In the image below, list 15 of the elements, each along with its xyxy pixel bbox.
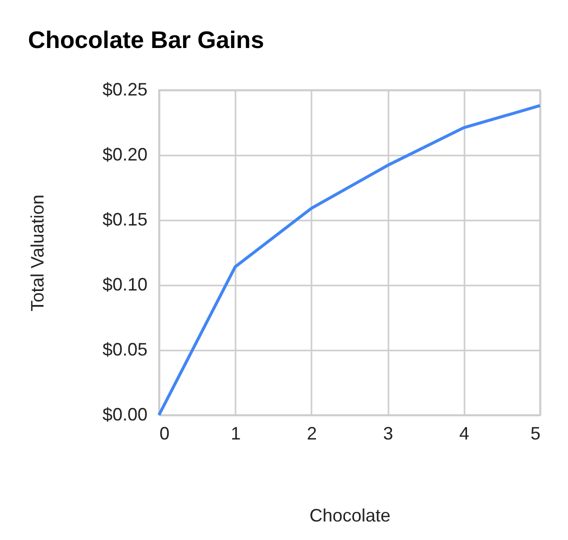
y-tick-label: $0.05 xyxy=(102,340,148,360)
y-tick-label: $0.25 xyxy=(102,80,148,100)
y-tick-label: $0.10 xyxy=(102,274,148,294)
x-tick-label: 1 xyxy=(230,424,241,444)
x-tick-label: 3 xyxy=(383,424,394,444)
y-tick-label: $0.00 xyxy=(102,404,148,424)
x-tick-label: 4 xyxy=(459,424,470,444)
x-tick-label: 2 xyxy=(306,424,317,444)
x-tick-label: 5 xyxy=(530,424,540,444)
y-axis-title: Total Valuation xyxy=(28,194,48,312)
x-axis-title: Chocolate xyxy=(309,506,391,526)
y-tick-label: $0.20 xyxy=(102,144,148,164)
y-tick-label: $0.15 xyxy=(102,210,148,230)
x-tick-label: 0 xyxy=(160,424,170,444)
chart-title: Chocolate Bar Gains xyxy=(28,27,264,54)
